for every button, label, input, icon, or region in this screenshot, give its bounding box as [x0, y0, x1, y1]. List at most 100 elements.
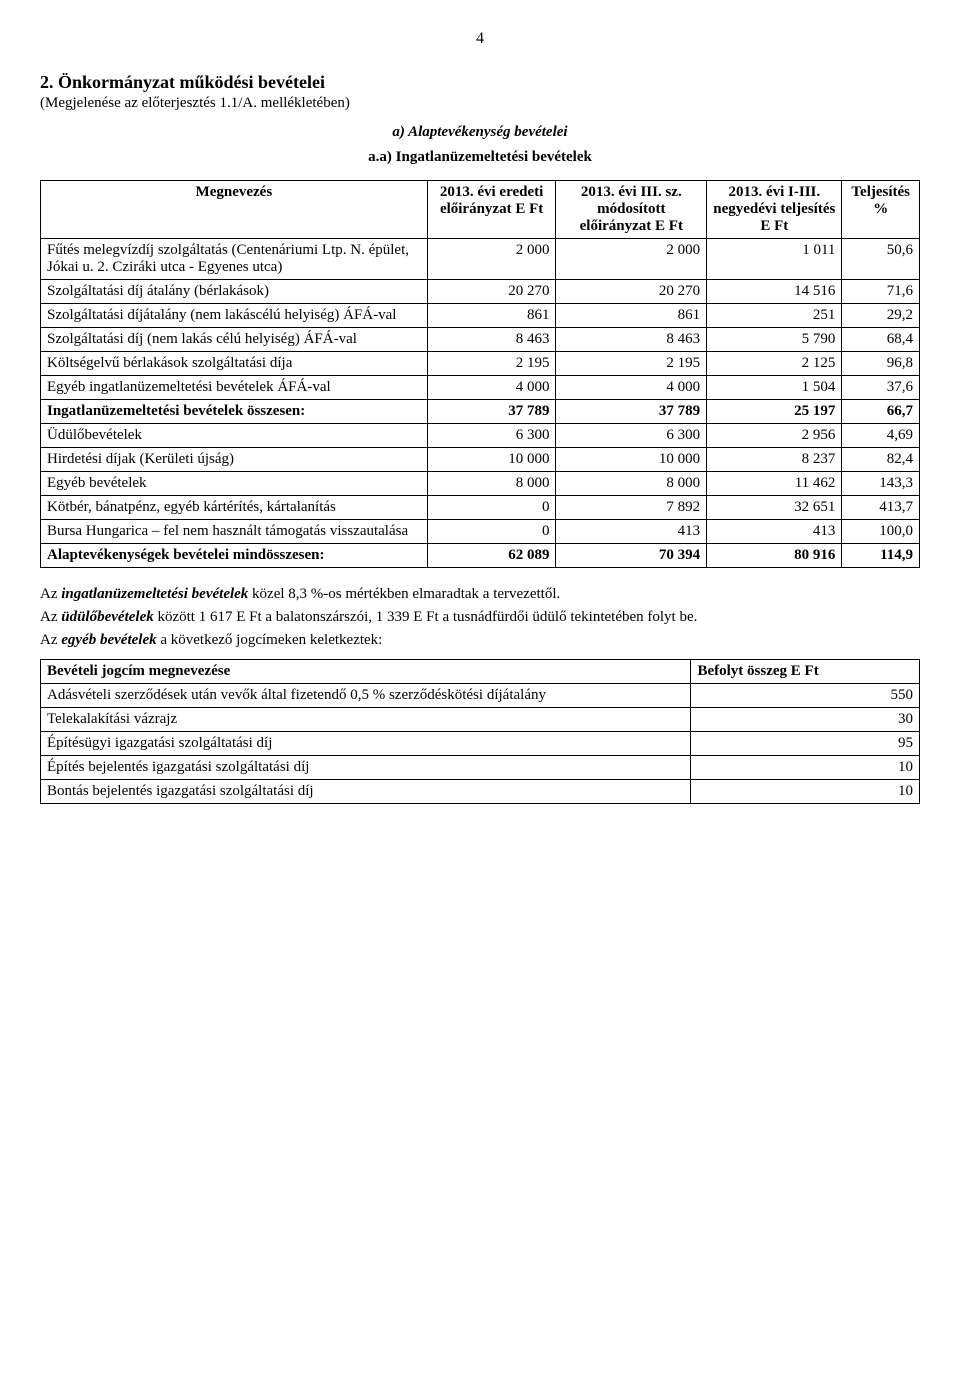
row-value: 4 000 — [556, 376, 707, 400]
row-value: 32 651 — [707, 496, 842, 520]
row-value: 1 011 — [707, 239, 842, 280]
th-col2: 2013. évi III. sz. módosított előirányza… — [556, 181, 707, 239]
row-value: 11 462 — [707, 472, 842, 496]
table-row: Egyéb bevételek8 0008 00011 462143,3 — [41, 472, 920, 496]
section-heading-sub: (Megjelenése az előterjesztés 1.1/A. mel… — [40, 95, 920, 112]
row-value: 114,9 — [842, 544, 920, 568]
row-value: 2 956 — [707, 424, 842, 448]
row-label: Kötbér, bánatpénz, egyéb kártérítés, kár… — [41, 496, 428, 520]
table-row: Bontás bejelentés igazgatási szolgáltatá… — [41, 780, 920, 804]
paragraph-1: Az ingatlanüzemeltetési bevételek közel … — [40, 586, 920, 603]
paragraph-2: Az üdülőbevételek között 1 617 E Ft a ba… — [40, 609, 920, 626]
p2-post: között 1 617 E Ft a balatonszárszói, 1 3… — [154, 609, 698, 625]
row-value: 4 000 — [427, 376, 556, 400]
section-heading: 2. Önkormányzat működési bevételei — [40, 72, 920, 93]
row-value: 143,3 — [842, 472, 920, 496]
row-value: 70 394 — [556, 544, 707, 568]
row-value: 0 — [427, 520, 556, 544]
row-value: 8 463 — [556, 328, 707, 352]
p3-em: egyéb bevételek — [61, 632, 156, 648]
row-value: 96,8 — [842, 352, 920, 376]
row-value: 6 300 — [556, 424, 707, 448]
table-row: Szolgáltatási díj átalány (bérlakások)20… — [41, 280, 920, 304]
row-value: 8 237 — [707, 448, 842, 472]
row-value: 2 125 — [707, 352, 842, 376]
row-label: Ingatlanüzemeltetési bevételek összesen: — [41, 400, 428, 424]
jogcim-table: Bevételi jogcím megnevezése Befolyt össz… — [40, 659, 920, 804]
row-value: 2 195 — [427, 352, 556, 376]
row-value: 4,69 — [842, 424, 920, 448]
table-row: Adásvételi szerződések után vevők által … — [41, 684, 920, 708]
row-value: 7 892 — [556, 496, 707, 520]
row-value: 20 270 — [427, 280, 556, 304]
row-value: 10 — [691, 780, 920, 804]
row-value: 37 789 — [556, 400, 707, 424]
row-value: 0 — [427, 496, 556, 520]
row-value: 10 — [691, 756, 920, 780]
row-label: Szolgáltatási díj átalány (bérlakások) — [41, 280, 428, 304]
table-row: Üdülőbevételek6 3006 3002 9564,69 — [41, 424, 920, 448]
table-row: Ingatlanüzemeltetési bevételek összesen:… — [41, 400, 920, 424]
row-value: 2 195 — [556, 352, 707, 376]
row-value: 37 789 — [427, 400, 556, 424]
row-label: Adásvételi szerződések után vevők által … — [41, 684, 691, 708]
th-col3: 2013. évi I-III. negyedévi teljesítés E … — [707, 181, 842, 239]
row-value: 80 916 — [707, 544, 842, 568]
table-row: Alaptevékenységek bevételei mindösszesen… — [41, 544, 920, 568]
row-value: 14 516 — [707, 280, 842, 304]
table-row: Építésügyi igazgatási szolgáltatási díj9… — [41, 732, 920, 756]
row-value: 1 504 — [707, 376, 842, 400]
row-label: Bursa Hungarica – fel nem használt támog… — [41, 520, 428, 544]
row-label: Telekalakítási vázrajz — [41, 708, 691, 732]
p3-post: a következő jogcímeken keletkeztek: — [157, 632, 383, 648]
row-value: 550 — [691, 684, 920, 708]
row-value: 95 — [691, 732, 920, 756]
table-row: Egyéb ingatlanüzemeltetési bevételek ÁFÁ… — [41, 376, 920, 400]
row-value: 68,4 — [842, 328, 920, 352]
row-value: 251 — [707, 304, 842, 328]
row-value: 29,2 — [842, 304, 920, 328]
main-table: Megnevezés 2013. évi eredeti előirányzat… — [40, 180, 920, 568]
th-megnevezes: Megnevezés — [41, 181, 428, 239]
row-label: Hirdetési díjak (Kerületi újság) — [41, 448, 428, 472]
row-value: 100,0 — [842, 520, 920, 544]
row-value: 861 — [556, 304, 707, 328]
row-value: 8 000 — [556, 472, 707, 496]
row-label: Egyéb bevételek — [41, 472, 428, 496]
table-row: Kötbér, bánatpénz, egyéb kártérítés, kár… — [41, 496, 920, 520]
subsection-a: a) Alaptevékenység bevételei — [40, 124, 920, 141]
row-value: 861 — [427, 304, 556, 328]
subsection-aa: a.a) Ingatlanüzemeltetési bevételek — [40, 149, 920, 166]
p2-em: üdülőbevételek — [61, 609, 153, 625]
row-value: 37,6 — [842, 376, 920, 400]
table-row: Szolgáltatási díjátalány (nem lakáscélú … — [41, 304, 920, 328]
p3-pre: Az — [40, 632, 61, 648]
row-value: 8 463 — [427, 328, 556, 352]
th2-c0: Bevételi jogcím megnevezése — [41, 660, 691, 684]
row-value: 413,7 — [842, 496, 920, 520]
row-value: 8 000 — [427, 472, 556, 496]
row-value: 413 — [556, 520, 707, 544]
table-row: Építés bejelentés igazgatási szolgáltatá… — [41, 756, 920, 780]
table-row: Bursa Hungarica – fel nem használt támog… — [41, 520, 920, 544]
th-col1: 2013. évi eredeti előirányzat E Ft — [427, 181, 556, 239]
row-label: Szolgáltatási díj (nem lakás célú helyis… — [41, 328, 428, 352]
page-number: 4 — [40, 30, 920, 48]
row-label: Szolgáltatási díjátalány (nem lakáscélú … — [41, 304, 428, 328]
row-value: 30 — [691, 708, 920, 732]
row-label: Építés bejelentés igazgatási szolgáltatá… — [41, 756, 691, 780]
row-label: Költségelvű bérlakások szolgáltatási díj… — [41, 352, 428, 376]
p1-em: ingatlanüzemeltetési bevételek — [61, 586, 248, 602]
p1-post: közel 8,3 %-os mértékben elmaradtak a te… — [248, 586, 560, 602]
row-value: 20 270 — [556, 280, 707, 304]
table-row: Telekalakítási vázrajz30 — [41, 708, 920, 732]
row-value: 10 000 — [427, 448, 556, 472]
row-value: 6 300 — [427, 424, 556, 448]
row-value: 62 089 — [427, 544, 556, 568]
table-row: Költségelvű bérlakások szolgáltatási díj… — [41, 352, 920, 376]
row-label: Bontás bejelentés igazgatási szolgáltatá… — [41, 780, 691, 804]
row-value: 25 197 — [707, 400, 842, 424]
row-label: Üdülőbevételek — [41, 424, 428, 448]
row-label: Alaptevékenységek bevételei mindösszesen… — [41, 544, 428, 568]
th-col4: Teljesítés % — [842, 181, 920, 239]
